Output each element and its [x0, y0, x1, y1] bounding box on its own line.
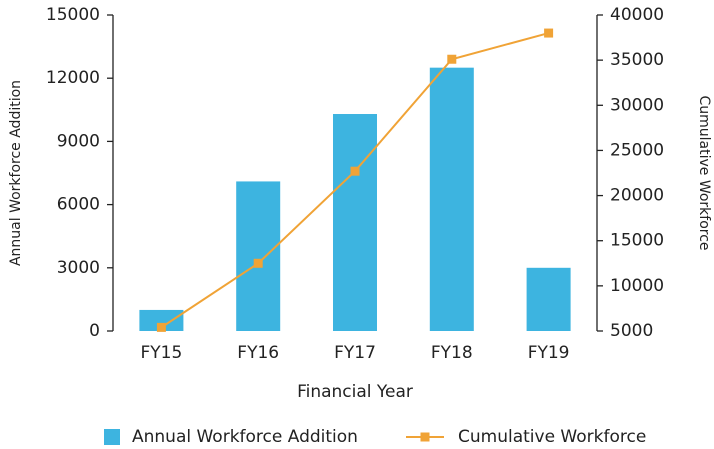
- y2-axis-title: Cumulative Workforce: [696, 95, 712, 250]
- point: [156, 322, 166, 332]
- point: [447, 54, 457, 64]
- bar: [333, 114, 377, 331]
- y-tick-label: 0: [89, 321, 100, 341]
- point: [350, 166, 360, 176]
- y2-tick-label: 35000: [610, 50, 664, 70]
- y2-tick-label: 40000: [610, 5, 664, 25]
- y2-tick-label: 20000: [610, 186, 664, 206]
- y2-tick-label: 10000: [610, 276, 664, 296]
- bar: [526, 267, 571, 331]
- y2-tick-label: 15000: [610, 231, 664, 251]
- y2-tick-label: 25000: [610, 140, 664, 160]
- point: [544, 28, 554, 38]
- legend-label: Annual Workforce Addition: [132, 427, 358, 447]
- x-axis-title: Financial Year: [297, 382, 413, 402]
- legend-swatch: [104, 429, 120, 445]
- y2-tick-label: 30000: [610, 95, 664, 115]
- y-tick-label: 9000: [57, 131, 100, 151]
- x-tick-label: FY17: [334, 343, 376, 363]
- point: [253, 258, 263, 268]
- y2-tick-label: 5000: [610, 321, 653, 341]
- bar: [236, 181, 281, 331]
- bar: [139, 309, 184, 331]
- y-tick-label: 3000: [57, 258, 100, 278]
- legend-swatch: [420, 432, 430, 442]
- x-tick-label: FY19: [528, 343, 570, 363]
- y-tick-label: 15000: [46, 5, 100, 25]
- y-tick-label: 6000: [57, 195, 100, 215]
- legend-label: Cumulative Workforce: [458, 427, 646, 447]
- bar: [429, 67, 474, 332]
- x-tick-label: FY18: [431, 343, 473, 363]
- x-tick-label: FY16: [237, 343, 279, 363]
- y-axis-title: Annual Workforce Addition: [8, 80, 24, 266]
- y-tick-label: 12000: [46, 68, 100, 88]
- x-tick-label: FY15: [141, 343, 183, 363]
